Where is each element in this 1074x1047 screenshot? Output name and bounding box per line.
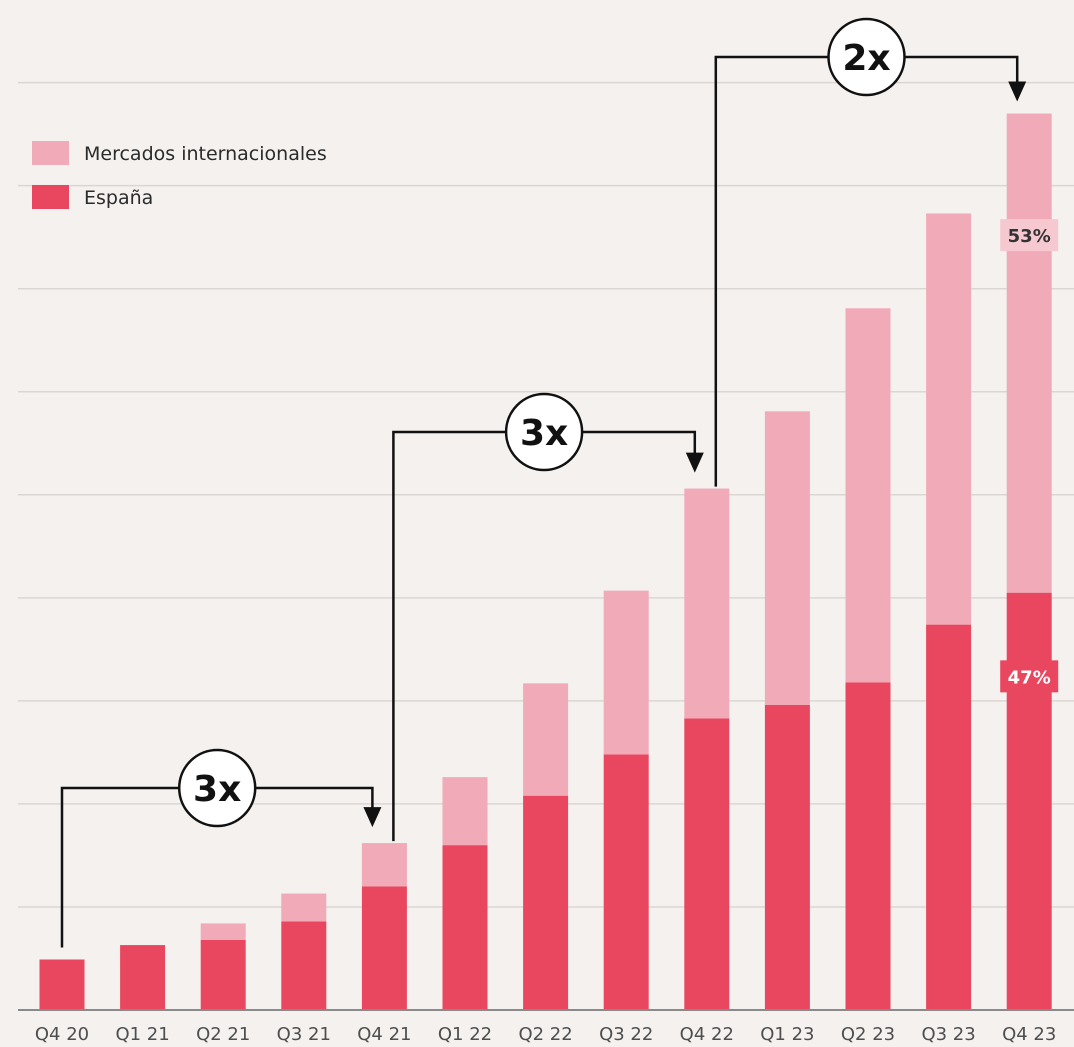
- growth-annotation: 3x: [392, 392, 704, 842]
- x-axis: Q4 20 Q1 21 Q2 21 Q3 21 Q4 21 Q1 22 Q2 22 Q3 22…: [18, 1009, 1074, 1045]
- x-tick-label: Q1 21: [115, 1024, 169, 1045]
- share-labels: 53% 47%: [1000, 219, 1059, 693]
- bar-espana-q4-22: [684, 718, 730, 1010]
- growth-annotations: 3x 3x 2x: [60, 17, 1027, 948]
- bar-espana-q2-23: [845, 682, 891, 1010]
- bar-mercados-internacionales-q2-21: [200, 923, 246, 940]
- bar-mercados-internacionales-q2-22: [523, 683, 569, 796]
- x-tick-label: Q1 23: [760, 1024, 814, 1045]
- legend: Mercados internacionales España: [32, 141, 327, 209]
- bar-espana-q4-23: [1006, 592, 1052, 1010]
- x-tick-label: Q4 23: [1002, 1024, 1056, 1045]
- share-label-espana: 47%: [1008, 667, 1051, 688]
- legend-item-mercados-internacionales: Mercados internacionales: [32, 141, 327, 165]
- x-tick-label: Q2 21: [196, 1024, 250, 1045]
- growth-badge: [827, 17, 906, 97]
- x-tick-label: Q3 23: [921, 1024, 975, 1045]
- bar-espana-q2-21: [200, 939, 246, 1010]
- x-tick-label: Q4 22: [680, 1024, 734, 1045]
- share-label-bg: [1000, 660, 1059, 693]
- bar-mercados-internacionales-q2-23: [845, 308, 891, 683]
- bar-mercados-internacionales-q3-21: [281, 893, 327, 922]
- legend-swatch: [32, 141, 69, 165]
- bar-espana-q2-22: [523, 795, 569, 1010]
- x-tick-label: Q2 23: [841, 1024, 895, 1045]
- legend-label: España: [84, 187, 153, 209]
- bar-espana-q3-23: [926, 624, 972, 1010]
- growth-multiplier: 3x: [520, 413, 568, 454]
- legend-item-espana: España: [32, 185, 153, 209]
- share-label-mercados-internacionales: 53%: [1008, 226, 1051, 247]
- legend-swatch: [32, 185, 69, 209]
- x-tick-label: Q1 22: [438, 1024, 492, 1045]
- bar-espana-q4-21: [361, 886, 407, 1010]
- arrow-head: [363, 807, 382, 828]
- growth-badge: [504, 392, 584, 472]
- growth-multiplier: 3x: [193, 769, 241, 810]
- x-tick-label: Q3 21: [277, 1024, 331, 1045]
- bar-mercados-internacionales-q3-23: [926, 213, 972, 625]
- bar-espana-q3-21: [281, 921, 327, 1010]
- bar-mercados-internacionales-q1-22: [442, 777, 488, 846]
- x-tick-label: Q4 21: [357, 1024, 411, 1045]
- bar-mercados-internacionales-q4-21: [361, 843, 407, 887]
- x-tick-label: Q2 22: [518, 1024, 572, 1045]
- bar-espana-q1-23: [764, 704, 810, 1010]
- bars: [39, 113, 1052, 1010]
- x-tick-label: Q4 20: [35, 1024, 89, 1045]
- growth-annotation: 3x: [60, 748, 382, 948]
- arrow-head: [685, 452, 704, 473]
- bar-espana-q1-21: [120, 945, 166, 1010]
- bar-mercados-internacionales-q3-22: [603, 590, 649, 755]
- growth-badge: [177, 748, 257, 828]
- arrow-head: [1008, 81, 1027, 102]
- bar-mercados-internacionales-q1-23: [764, 411, 810, 705]
- x-tick-label: Q3 22: [599, 1024, 653, 1045]
- bar-espana-q1-22: [442, 845, 488, 1010]
- bar-mercados-internacionales-q4-22: [684, 488, 730, 719]
- growth-annotation: 2x: [714, 17, 1027, 487]
- bar-mercados-internacionales-q4-23: [1006, 113, 1052, 593]
- bar-espana-q3-22: [603, 754, 649, 1010]
- legend-label: Mercados internacionales: [84, 143, 327, 165]
- share-label-bg: [1000, 219, 1059, 252]
- bar-espana-q4-20: [39, 959, 85, 1010]
- growth-multiplier: 2x: [842, 38, 890, 79]
